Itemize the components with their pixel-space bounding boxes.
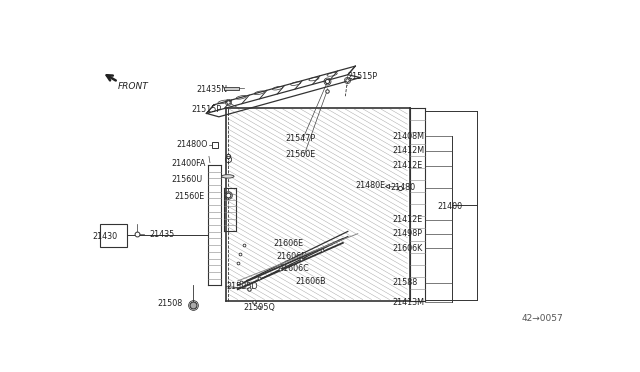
Ellipse shape (221, 175, 234, 178)
Text: 21606C: 21606C (278, 264, 309, 273)
Text: 21498P: 21498P (392, 229, 422, 238)
Text: 21412M: 21412M (392, 146, 424, 155)
Text: 21412E: 21412E (392, 215, 423, 224)
Text: 21560E: 21560E (286, 150, 316, 158)
Text: 21435: 21435 (150, 230, 175, 239)
Text: 42→0057: 42→0057 (522, 314, 564, 323)
Text: 21480: 21480 (390, 183, 415, 192)
Text: FRONT: FRONT (118, 82, 149, 91)
Text: 21588: 21588 (392, 279, 418, 288)
Text: 21515P: 21515P (348, 72, 378, 81)
Text: 21560E: 21560E (174, 192, 205, 201)
Text: 21595Q: 21595Q (244, 303, 276, 312)
Text: 21413M: 21413M (392, 298, 424, 307)
Text: 21606D: 21606D (276, 251, 307, 260)
Text: 21408M: 21408M (392, 132, 424, 141)
Text: 21435N: 21435N (196, 84, 228, 93)
Text: 21606B: 21606B (296, 277, 326, 286)
Text: 21480O: 21480O (177, 140, 208, 150)
Bar (224, 87, 239, 90)
Text: 21547P: 21547P (286, 134, 316, 143)
Text: 21430: 21430 (92, 232, 118, 241)
Text: 21508: 21508 (157, 299, 182, 308)
Text: 21412E: 21412E (392, 161, 423, 170)
Text: 21515P: 21515P (191, 105, 221, 113)
Text: 21400FA: 21400FA (172, 159, 206, 168)
Bar (100, 224, 127, 247)
Text: 21606K: 21606K (392, 244, 423, 253)
Text: 21595D: 21595D (227, 282, 258, 291)
Text: 21480E: 21480E (355, 181, 385, 190)
Text: 21400: 21400 (437, 202, 462, 211)
Text: 21606E: 21606E (273, 239, 303, 248)
Text: 21560U: 21560U (172, 175, 203, 184)
